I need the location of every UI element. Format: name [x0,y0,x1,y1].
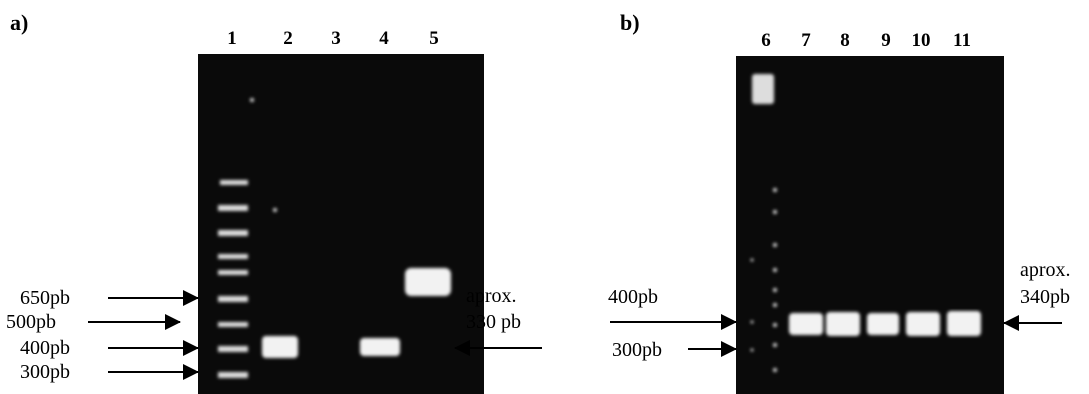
gel [198,54,484,394]
marker-label: 300pb [612,339,662,361]
lane-label: 1 [227,28,237,49]
annotation: 340pb [1020,286,1070,308]
panel-label: a) [10,10,28,35]
lane-label: 6 [761,30,771,51]
annotation: aprox. [1020,259,1071,281]
annotation: aprox. [466,285,517,307]
marker-label: 650pb [20,287,70,309]
lane-label: 4 [379,28,389,49]
lane-label: 3 [331,28,341,49]
lane-label: 9 [881,30,891,51]
lane-label: 8 [840,30,850,51]
figure: a) 1 2 3 4 5 650pb 500pb 400pb 300pb apr… [0,0,1089,394]
sample-bands [789,311,981,336]
lane-labels: 1 2 3 4 5 [227,28,439,49]
lane-label: 5 [429,28,439,49]
lane-label: 11 [953,30,971,51]
marker-label: 400pb [20,337,70,359]
lane-label: 7 [801,30,811,51]
lane-label: 10 [912,30,931,51]
annotation: 330 pb [466,311,521,333]
gel [736,56,1004,394]
panel-label: b) [620,10,640,35]
marker-label: 400pb [608,286,658,308]
marker-label: 500pb [6,311,56,333]
lane-label: 2 [283,28,293,49]
marker-label: 300pb [20,361,70,383]
